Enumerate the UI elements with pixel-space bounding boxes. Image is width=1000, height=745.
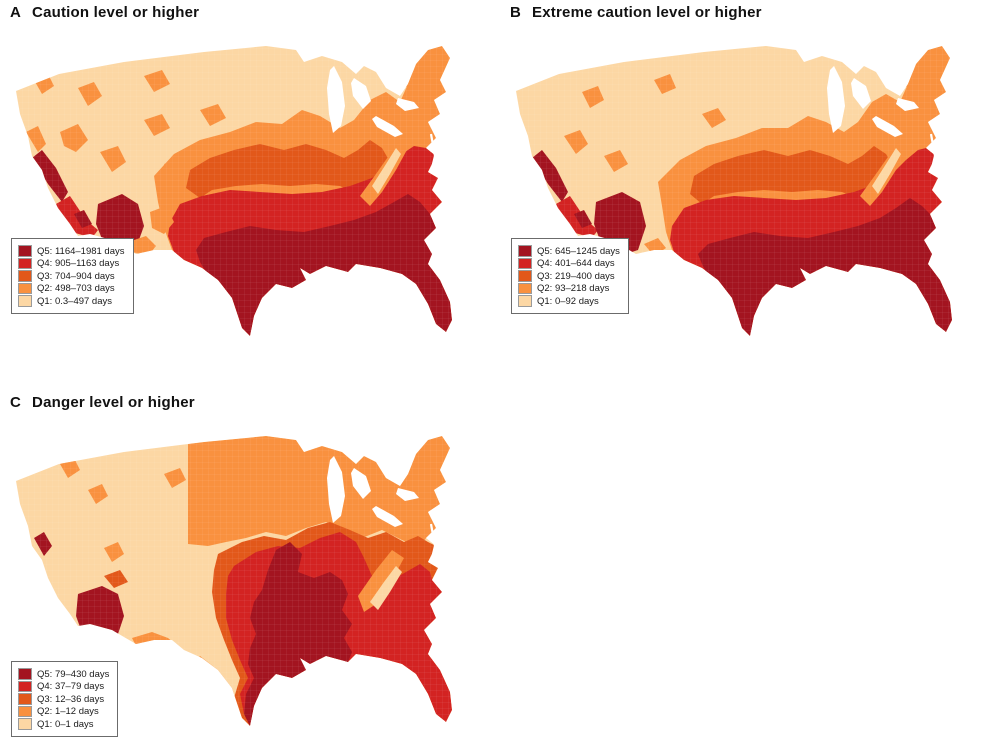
panel-c-title: C Danger level or higher — [10, 394, 195, 411]
legend-label: Q2: 498–703 days — [37, 283, 115, 294]
panel-a-title-text: Caution level or higher — [32, 4, 200, 21]
legend-label: Q1: 0–1 days — [37, 718, 94, 730]
panel-a-title: A Caution level or higher — [10, 4, 199, 21]
panel-a-label: A — [10, 4, 22, 21]
legend-row: Q2: 1–12 days — [18, 705, 109, 718]
legend-label: Q4: 37–79 days — [37, 681, 105, 692]
legend-row: Q1: 0.3–497 days — [18, 295, 125, 307]
panel-b-title: B Extreme caution level or higher — [510, 4, 762, 21]
legend-swatch-q1 — [18, 718, 32, 730]
panel-c-label: C — [10, 394, 22, 411]
legend-row: Q1: 0–1 days — [18, 718, 109, 730]
legend-label: Q1: 0–92 days — [537, 295, 599, 307]
legend-swatch-q4 — [18, 680, 32, 693]
legend-label: Q3: 219–400 days — [537, 270, 615, 282]
legend-label: Q4: 401–644 days — [537, 258, 615, 269]
legend-row: Q1: 0–92 days — [518, 295, 620, 307]
legend-row: Q5: 1164–1981 days — [18, 245, 125, 257]
legend-swatch-q1 — [18, 295, 32, 307]
legend-row: Q4: 905–1163 days — [18, 257, 125, 270]
legend-a: Q5: 1164–1981 days Q4: 905–1163 days Q3:… — [11, 238, 134, 314]
legend-swatch-q3 — [518, 270, 532, 282]
legend-swatch-q3 — [18, 270, 32, 282]
legend-row: Q4: 401–644 days — [518, 257, 620, 270]
legend-swatch-q2 — [518, 282, 532, 295]
legend-label: Q1: 0.3–497 days — [37, 295, 112, 307]
panel-b: B Extreme caution level or higher Q5: 645… — [500, 0, 1000, 390]
legend-row: Q3: 12–36 days — [18, 693, 109, 705]
legend-swatch-q5 — [18, 245, 32, 257]
legend-swatch-q2 — [18, 705, 32, 718]
legend-swatch-q1 — [518, 295, 532, 307]
map-caution-level — [16, 46, 452, 336]
legend-swatch-q5 — [518, 245, 532, 257]
panel-b-title-text: Extreme caution level or higher — [532, 4, 762, 21]
legend-label: Q4: 905–1163 days — [37, 258, 120, 269]
legend-label: Q2: 93–218 days — [537, 283, 610, 294]
legend-label: Q2: 1–12 days — [37, 706, 99, 717]
panel-a: A Caution level or higher Q5: 1164–1981 d… — [0, 0, 500, 390]
legend-swatch-q4 — [518, 257, 532, 270]
panel-c: C Danger level or higher Q5: 79–430 days … — [0, 390, 500, 745]
legend-label: Q3: 704–904 days — [37, 270, 115, 282]
legend-label: Q3: 12–36 days — [37, 693, 105, 705]
legend-row: Q3: 704–904 days — [18, 270, 125, 282]
legend-b: Q5: 645–1245 days Q4: 401–644 days Q3: 2… — [511, 238, 629, 314]
panel-c-title-text: Danger level or higher — [32, 394, 195, 411]
legend-label: Q5: 645–1245 days — [537, 245, 620, 257]
legend-row: Q4: 37–79 days — [18, 680, 109, 693]
legend-c: Q5: 79–430 days Q4: 37–79 days Q3: 12–36… — [11, 661, 119, 737]
legend-label: Q5: 79–430 days — [37, 668, 110, 680]
legend-swatch-q5 — [18, 668, 32, 680]
legend-label: Q5: 1164–1981 days — [37, 245, 125, 257]
panel-b-label: B — [510, 4, 522, 21]
legend-row: Q5: 645–1245 days — [518, 245, 620, 257]
legend-row: Q3: 219–400 days — [518, 270, 620, 282]
legend-row: Q2: 93–218 days — [518, 282, 620, 295]
legend-row: Q2: 498–703 days — [18, 282, 125, 295]
legend-swatch-q3 — [18, 693, 32, 705]
legend-swatch-q4 — [18, 257, 32, 270]
legend-row: Q5: 79–430 days — [18, 668, 110, 680]
legend-swatch-q2 — [18, 282, 32, 295]
